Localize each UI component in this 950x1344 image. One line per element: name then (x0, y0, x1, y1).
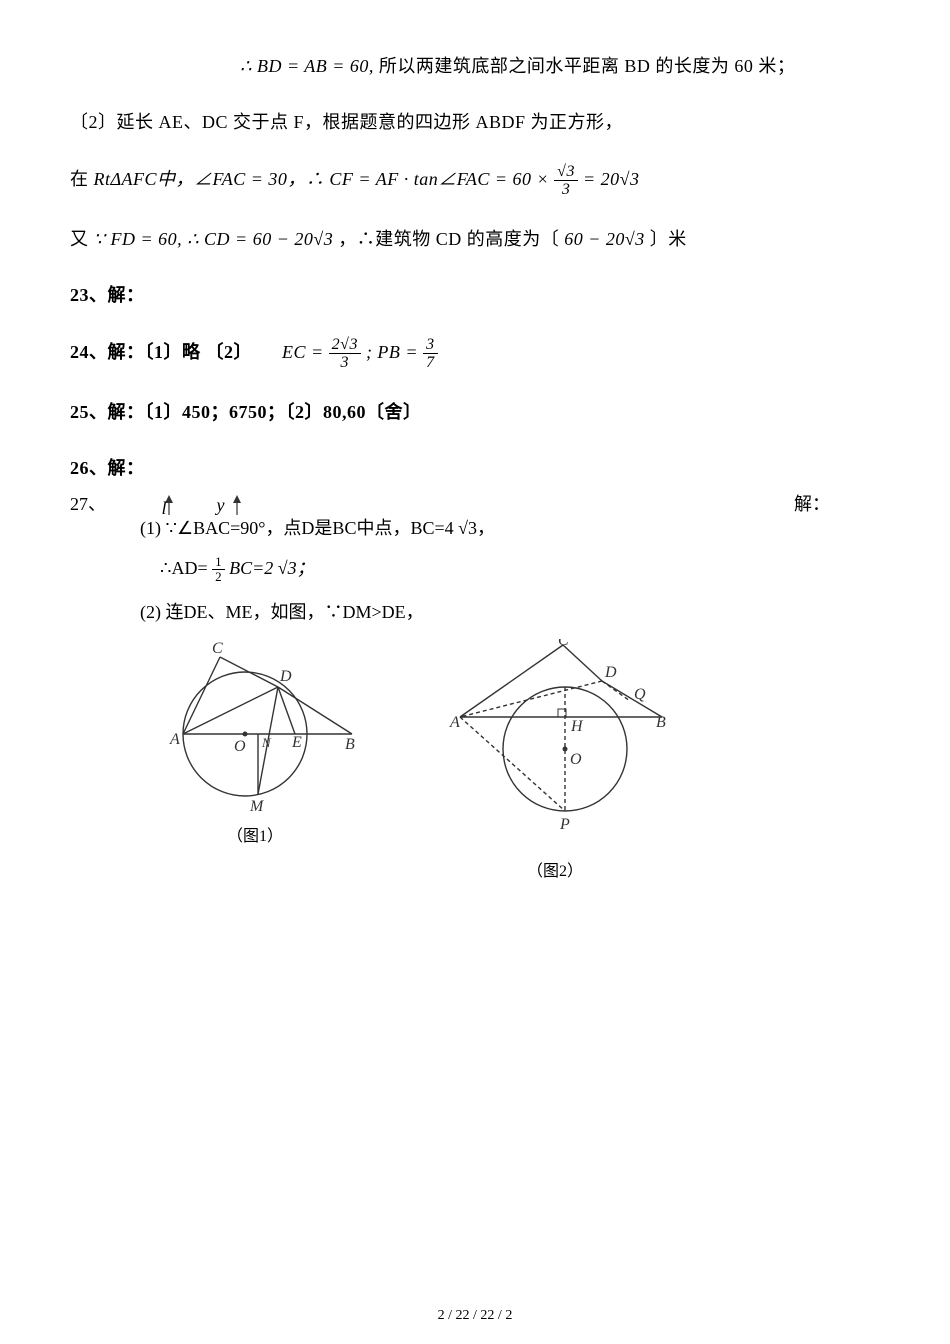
q27-part2: (2) 连DE、ME，如图，∵DM>DE， (140, 595, 880, 629)
q27-ad: ∴AD= 1 2 BC=2 √3； (160, 551, 880, 585)
line-bd-ab: ∴ BD = AB = 60, 所以两建筑底部之间水平距离 BD 的长度为 60… (70, 50, 880, 82)
l-axis-label: l (161, 495, 187, 517)
fig2-caption: （图2） (440, 857, 670, 881)
formula-fd-cd: ∵ FD = 60, ∴ CD = 60 − 20√3 (94, 229, 334, 249)
formula-20sqrt3: = 20√3 (583, 169, 640, 189)
frac-ec: 2√3 3 (329, 336, 361, 372)
figure-1-svg: C D A B O N E M (150, 639, 360, 814)
svg-text:D: D (279, 668, 292, 685)
formula-rt-afc: RtΔAFC中，∠FAC = 30，∴ CF = AF · tan∠FAC = … (94, 169, 555, 189)
frac-pb: 3 7 (423, 336, 438, 372)
y-axis-label: y (217, 495, 246, 517)
svg-text:O: O (570, 751, 582, 768)
figure-2-svg: C D Q A B H O P (440, 639, 670, 849)
line-fd-cd: 又 ∵ FD = 60, ∴ CD = 60 − 20√3 ，∴建筑物 CD 的… (70, 223, 880, 255)
svg-text:H: H (570, 718, 584, 735)
figures-row: C D A B O N E M （图1） (150, 639, 880, 881)
frac-sqrt3-3: √3 3 (554, 163, 578, 199)
q24-prefix: 24、解：〔1〕略 〔2〕 (70, 342, 252, 362)
q27-block: 27、 l y 解： (1) ∵∠BAC=90°，点D是BC中点，BC=4 √3… (70, 490, 880, 882)
q27-part1: (1) ∵∠BAC=90°，点D是BC中点，BC=4 √3， (140, 511, 880, 545)
svg-text:E: E (291, 734, 302, 751)
arrow-y-icon (229, 495, 245, 517)
svg-text:Q: Q (634, 686, 646, 703)
text-meter: 〕米 (650, 229, 687, 249)
figure-1: C D A B O N E M （图1） (150, 639, 360, 881)
q24-sep: ; PB = (366, 342, 423, 362)
q27-jie: 解： (794, 490, 830, 516)
figure-2: C D Q A B H O P （图2） (440, 639, 670, 881)
formula-height-val: 60 − 20√3 (564, 229, 645, 249)
text-you: 又 (70, 229, 89, 249)
fig1-caption: （图1） (150, 822, 360, 846)
line-rt-afc: 在 RtΔAFC中，∠FAC = 30，∴ CF = AF · tan∠FAC … (70, 163, 880, 199)
text-bd-distance: 所以两建筑底部之间水平距离 BD 的长度为 60 米； (379, 56, 796, 76)
q24: 24、解：〔1〕略 〔2〕 EC = 2√3 3 ; PB = 3 7 (70, 336, 880, 372)
svg-text:N: N (261, 735, 272, 750)
q25: 25、解：〔1〕450；6750；〔2〕80,60〔舍〕 (70, 396, 880, 428)
svg-text:A: A (449, 714, 460, 731)
svg-text:C: C (212, 640, 223, 657)
svg-text:O: O (234, 738, 246, 755)
text-zai: 在 (70, 169, 89, 189)
svg-text:A: A (169, 731, 180, 748)
svg-text:P: P (559, 816, 570, 833)
svg-text:M: M (249, 798, 265, 814)
page-footer: 2 / 22 / 22 / 2 (0, 1308, 950, 1324)
text-building-height: ，∴建筑物 CD 的高度为〔 (338, 229, 559, 249)
q24-ec: EC = (282, 342, 329, 362)
svg-text:B: B (345, 736, 355, 753)
line-extend-ae: 〔2〕延长 AE、DC 交于点 F，根据题意的四边形 ABDF 为正方形， (70, 106, 880, 138)
frac-half: 1 2 (212, 555, 225, 585)
formula-bd-ab: ∴ BD = AB = 60, (240, 56, 379, 76)
svg-text:D: D (604, 664, 617, 681)
svg-text:B: B (656, 714, 666, 731)
q27-num: 27、 (70, 490, 106, 516)
q23: 23、解： (70, 279, 880, 311)
svg-text:C: C (558, 639, 569, 649)
q26: 26、解： (70, 452, 880, 484)
